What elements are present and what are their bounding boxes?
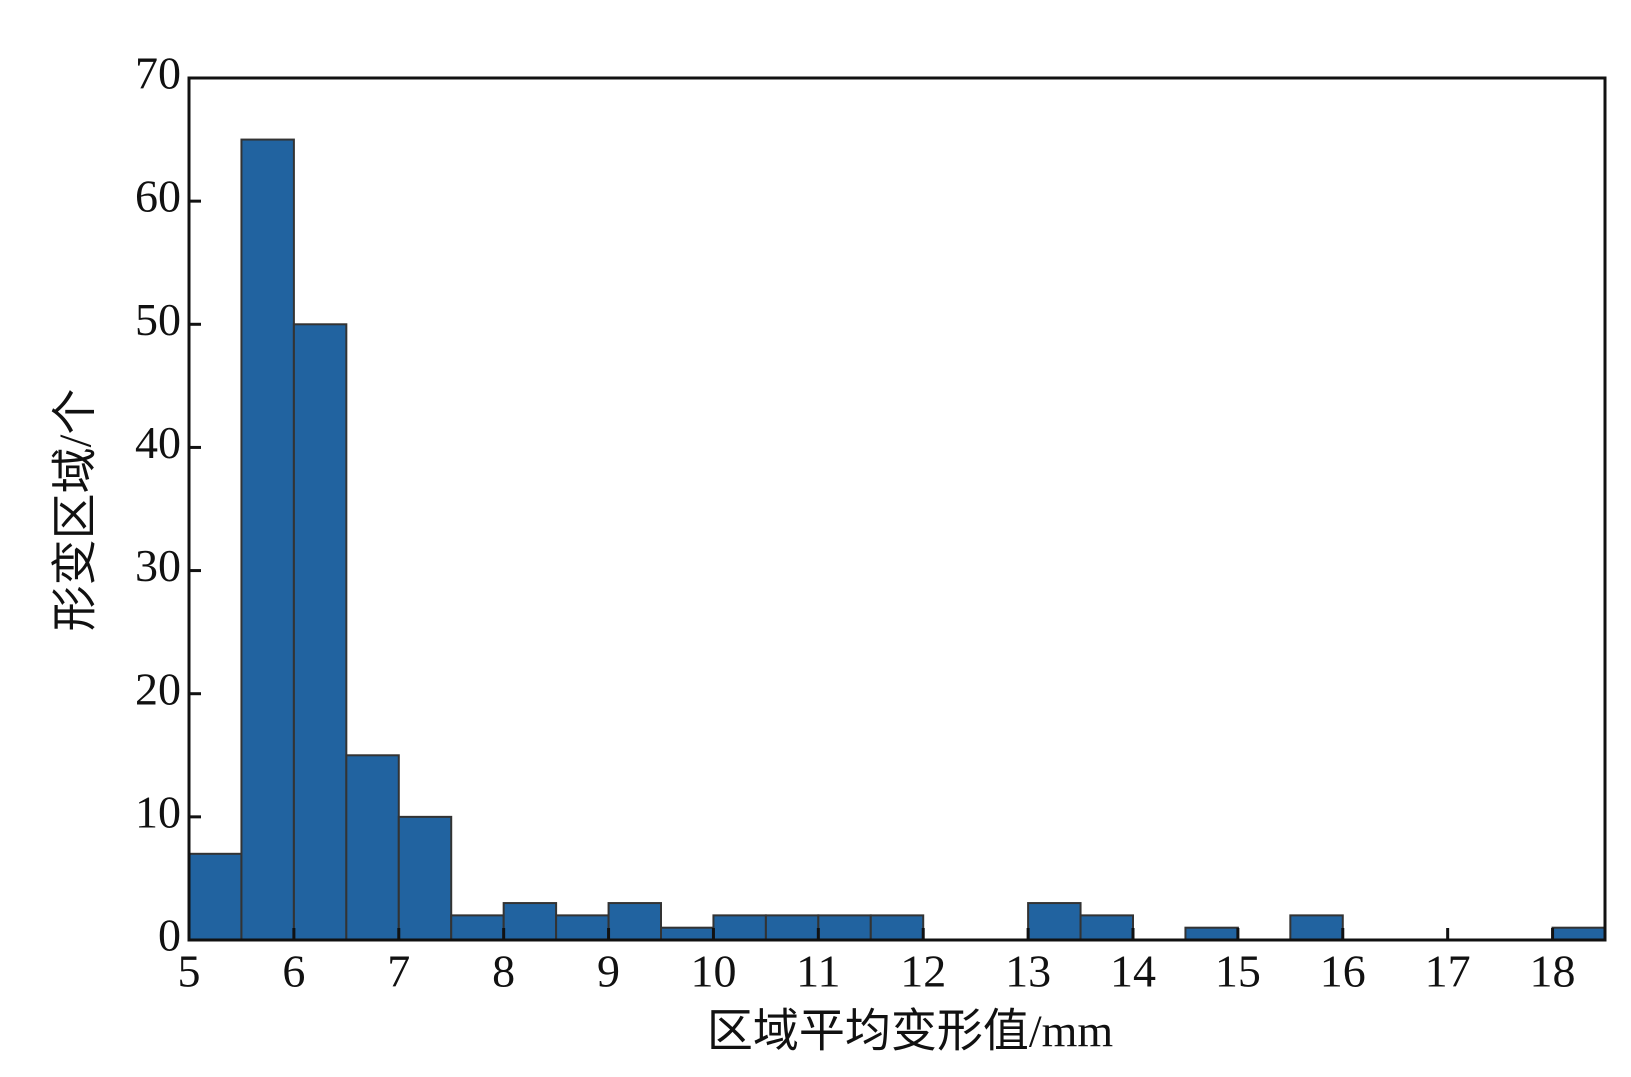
x-tick-label: 17: [1425, 946, 1471, 997]
bar: [292, 323, 348, 941]
y-tick-label: 40: [135, 417, 181, 468]
y-axis-label: 形变区域/个: [50, 389, 101, 632]
y-tick-label: 20: [135, 663, 181, 714]
x-tick-label: 18: [1530, 946, 1576, 997]
x-tick-label: 8: [492, 946, 515, 997]
x-tick-label: 12: [900, 946, 946, 997]
bar: [1289, 914, 1344, 941]
x-tick-label: 9: [597, 946, 620, 997]
y-tick-label: 60: [135, 171, 181, 222]
bar: [660, 926, 715, 942]
y-tick-label: 0: [158, 910, 181, 961]
bar: [764, 914, 820, 941]
bar: [188, 852, 243, 941]
bar: [397, 815, 453, 941]
bar: [240, 138, 295, 942]
x-tick-label: 16: [1320, 946, 1366, 997]
x-tick-label: 13: [1005, 946, 1051, 997]
bar: [1551, 926, 1606, 942]
x-tick-label: 5: [178, 946, 201, 997]
bar: [555, 914, 610, 941]
x-tick-label: 15: [1215, 946, 1261, 997]
bar: [712, 914, 767, 941]
x-tick-label: 7: [387, 946, 410, 997]
y-tick-label: 70: [135, 48, 181, 99]
x-tick-label: 10: [690, 946, 736, 997]
y-tick-label: 50: [135, 294, 181, 345]
bar: [502, 902, 558, 941]
bar: [450, 914, 505, 941]
bar: [1079, 914, 1134, 941]
x-axis-label: 区域平均变形值/mm: [707, 1006, 1114, 1057]
x-tick-label: 11: [796, 946, 840, 997]
y-tick-label: 10: [135, 786, 181, 837]
bar: [607, 902, 662, 941]
x-tick-label: 6: [282, 946, 305, 997]
x-tick-label: 14: [1110, 946, 1156, 997]
bar: [1027, 902, 1082, 941]
plot-frame: [187, 76, 1607, 942]
y-tick-label: 30: [135, 540, 181, 591]
bar: [869, 914, 925, 941]
bar: [817, 914, 872, 941]
bar: [345, 754, 400, 941]
bar: [1184, 926, 1239, 942]
